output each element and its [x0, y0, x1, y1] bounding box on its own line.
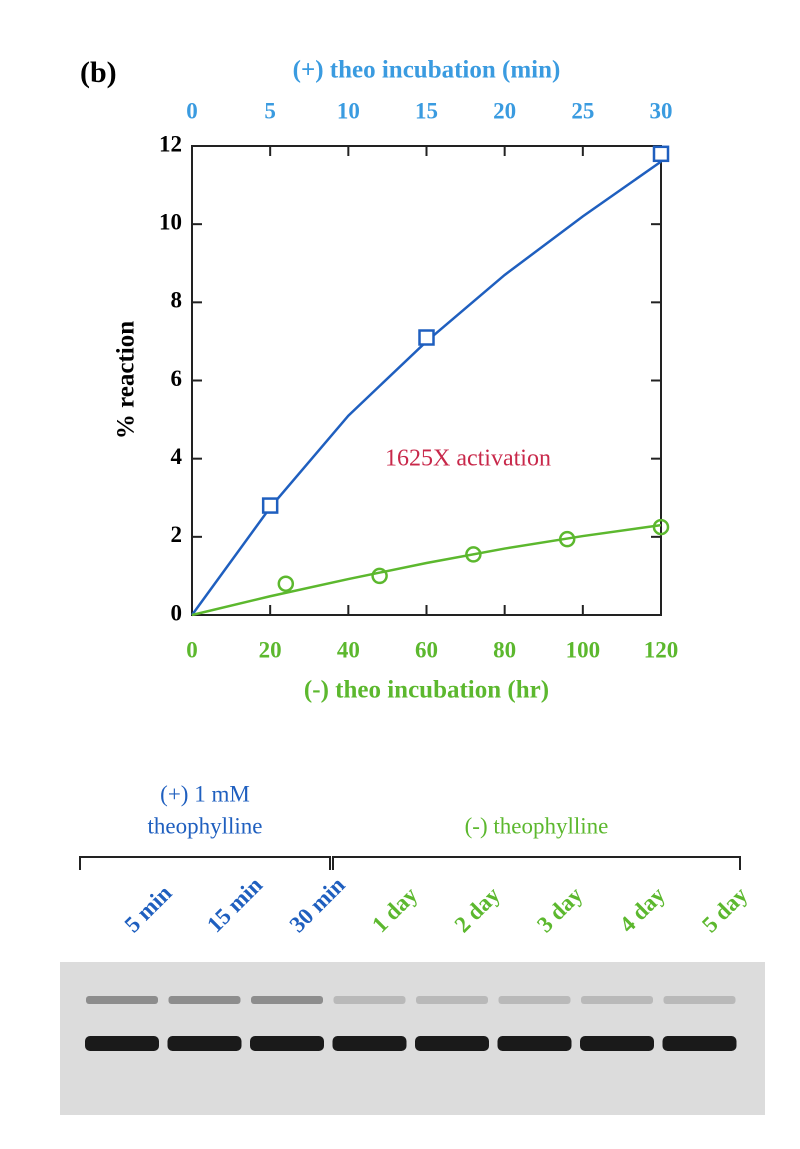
lane-label: 4 day	[615, 882, 671, 938]
gel-band	[332, 1036, 407, 1051]
data-point	[277, 575, 295, 592]
gel-band	[497, 1036, 572, 1051]
data-point	[652, 518, 670, 536]
y-tick-label: 4	[171, 444, 183, 469]
x2-axis-label: (+) theo incubation (min)	[293, 57, 561, 84]
lane-label: 3 day	[532, 882, 588, 938]
group-bracket	[332, 856, 741, 870]
data-point	[465, 546, 482, 563]
group-label: (-) theophylline	[465, 813, 609, 838]
gel-band-faint	[86, 996, 158, 1004]
x2-tick-label: 30	[650, 98, 673, 123]
data-point	[371, 567, 388, 585]
gel-image	[60, 962, 765, 1115]
data-point	[558, 530, 576, 548]
x2-tick-label: 15	[415, 98, 438, 123]
group-label: theophylline	[148, 813, 263, 838]
y-axis-label: % reaction	[113, 321, 140, 439]
x-tick-label: 80	[493, 637, 516, 662]
gel-band-faint	[581, 996, 653, 1004]
gel-band-faint	[498, 996, 571, 1004]
x-tick-label: 40	[337, 637, 360, 662]
panel-label: (b)	[80, 56, 117, 89]
gel-band	[580, 1036, 654, 1051]
x2-tick-label: 25	[571, 98, 594, 123]
annotation: 1625X activation	[385, 446, 551, 472]
plot-frame	[191, 145, 662, 616]
lane-label: 15 min	[202, 872, 267, 937]
x2-tick-label: 0	[186, 98, 198, 123]
gel-band-faint	[251, 996, 323, 1004]
gel-band-faint	[168, 996, 241, 1004]
gel-band-faint	[663, 996, 736, 1004]
lane-label: 30 min	[285, 872, 350, 937]
x2-tick-label: 20	[493, 98, 516, 123]
x2-tick-label: 10	[337, 98, 360, 123]
gel-band	[167, 1036, 242, 1051]
lane-label: 5 day	[697, 882, 753, 938]
gel-band	[85, 1036, 159, 1051]
x-tick-label: 60	[415, 637, 438, 662]
gel-band	[662, 1036, 737, 1051]
lane-label: 5 min	[120, 880, 177, 937]
x2-tick-label: 5	[264, 98, 276, 123]
x-axis-label: (-) theo incubation (hr)	[304, 677, 549, 704]
y-tick-label: 8	[171, 288, 183, 313]
lane-label: 1 day	[367, 882, 423, 938]
y-tick-label: 10	[159, 209, 182, 234]
fit-curve	[191, 523, 662, 617]
y-tick-label: 0	[171, 600, 183, 625]
y-tick-label: 2	[171, 522, 183, 547]
gel-band	[415, 1036, 489, 1051]
gel-band-faint	[416, 996, 488, 1004]
x-tick-label: 0	[186, 637, 198, 662]
x-tick-label: 20	[259, 637, 282, 662]
y-tick-label: 12	[159, 131, 182, 156]
lane-label: 2 day	[450, 882, 506, 938]
x-tick-label: 120	[644, 637, 679, 662]
gel-band-faint	[333, 996, 406, 1004]
fit-curve	[190, 160, 662, 616]
y-tick-label: 6	[171, 366, 183, 391]
gel-band	[250, 1036, 324, 1051]
data-point	[418, 329, 435, 346]
group-bracket	[79, 856, 331, 870]
x-tick-label: 100	[566, 637, 601, 662]
group-label: (+) 1 mM	[160, 781, 250, 806]
data-point	[261, 497, 279, 514]
data-point	[652, 145, 670, 163]
